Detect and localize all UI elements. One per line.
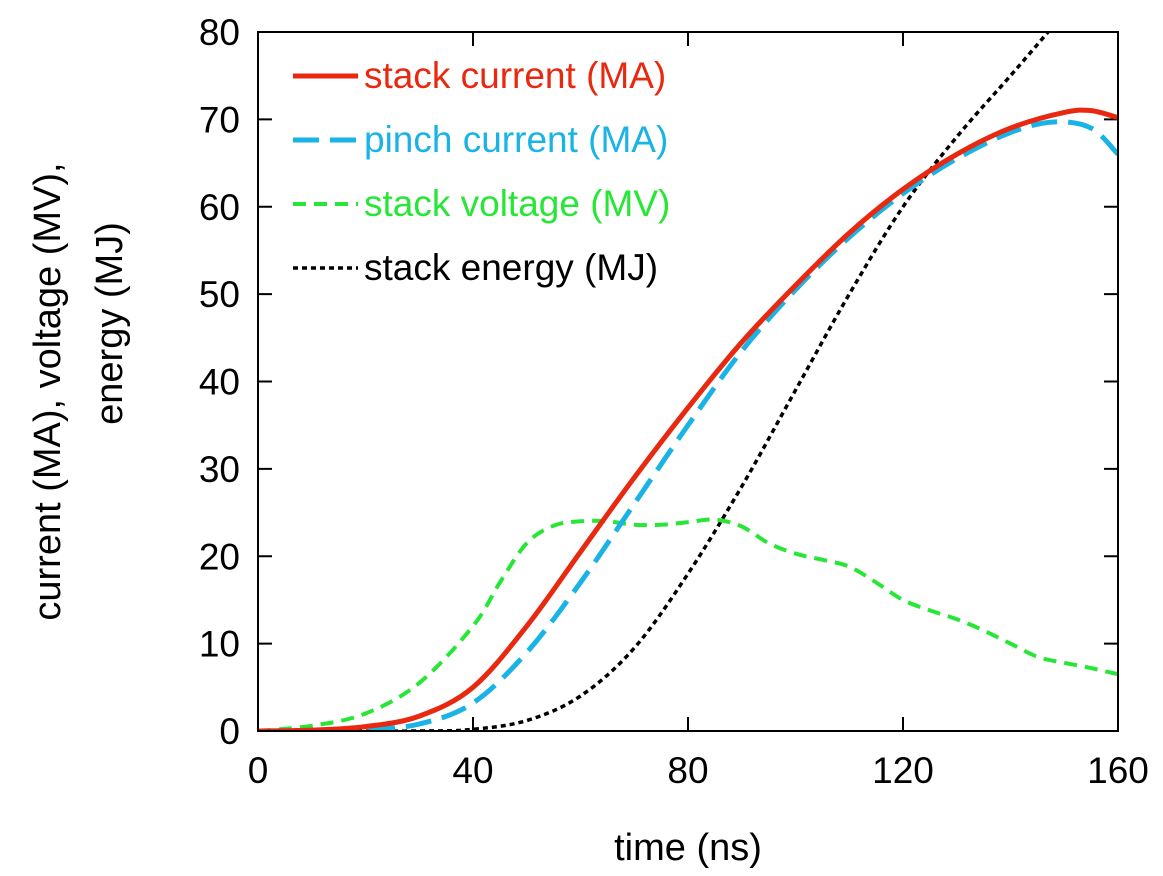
axis-tick-labels: 0 40 80 120 160 0 10 20 30 40 50 60 70 80 bbox=[199, 12, 1149, 791]
x-tick-label-1: 40 bbox=[452, 750, 493, 791]
x-axis-title: time (ns) bbox=[614, 827, 762, 869]
legend-label-pinch-current: pinch current (MA) bbox=[364, 119, 668, 160]
y-tick-label-4: 40 bbox=[199, 362, 240, 403]
legend-label-stack-current: stack current (MA) bbox=[364, 55, 666, 96]
y-axis-title-line-1: current (MA), voltage (MV), bbox=[27, 162, 69, 620]
y-axis-title-line-2: energy (MJ) bbox=[89, 222, 131, 425]
legend-label-stack-voltage: stack voltage (MV) bbox=[364, 183, 670, 224]
x-tick-label-4: 160 bbox=[1087, 750, 1149, 791]
legend-label-stack-energy: stack energy (MJ) bbox=[364, 247, 658, 288]
y-tick-label-1: 10 bbox=[199, 624, 240, 665]
x-tick-label-2: 80 bbox=[667, 750, 708, 791]
stack-voltage-line bbox=[258, 517, 1118, 731]
y-tick-label-0: 0 bbox=[219, 711, 240, 752]
y-tick-label-6: 60 bbox=[199, 187, 240, 228]
plot-frame bbox=[257, 31, 1119, 732]
x-tick-label-0: 0 bbox=[248, 750, 269, 791]
y-tick-label-7: 70 bbox=[199, 99, 240, 140]
y-tick-label-2: 20 bbox=[199, 536, 240, 577]
stack-current-line bbox=[258, 107, 1118, 731]
pinch-current-line bbox=[258, 119, 1118, 731]
x-tick-label-3: 120 bbox=[872, 750, 934, 791]
y-tick-label-5: 50 bbox=[199, 274, 240, 315]
stack-energy-line bbox=[258, 32, 1050, 731]
legend: stack current (MA) pinch current (MA) stac… bbox=[293, 55, 670, 288]
y-tick-label-3: 30 bbox=[199, 449, 240, 490]
series-layer bbox=[258, 32, 1118, 731]
y-tick-label-8: 80 bbox=[199, 12, 240, 53]
